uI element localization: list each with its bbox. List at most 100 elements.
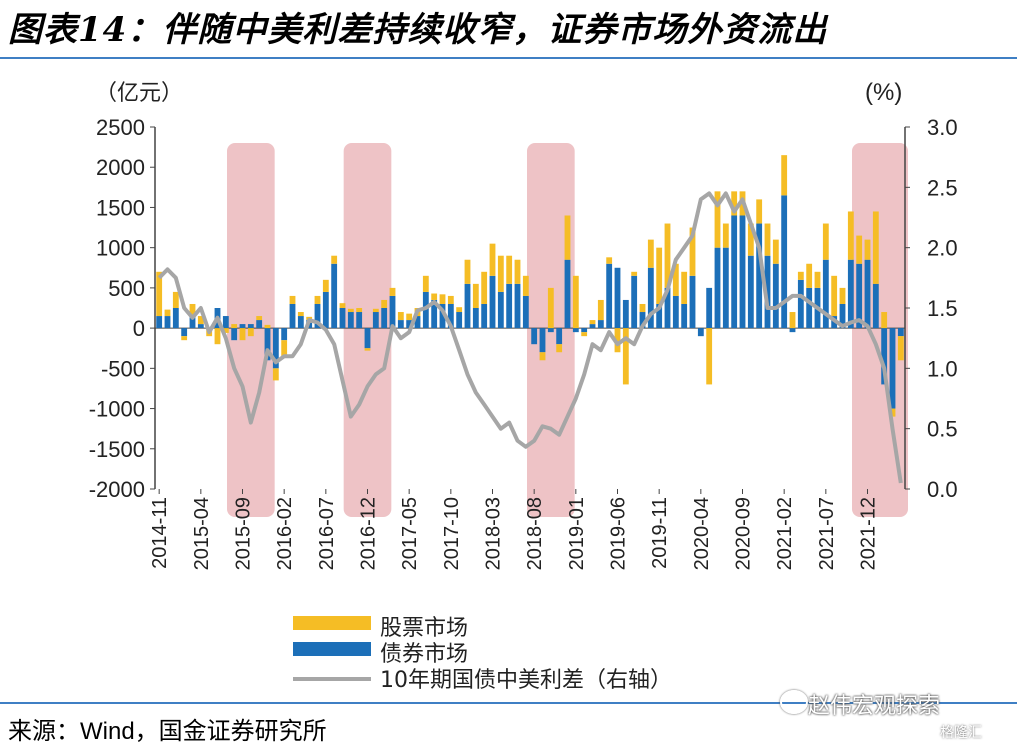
bond-bar — [172, 308, 179, 329]
stock-bar — [839, 287, 846, 304]
stock-bar — [756, 199, 763, 224]
bond-bar — [797, 279, 804, 329]
stock-bar — [456, 307, 463, 313]
stock-bar — [622, 328, 629, 385]
source-note: 来源：Wind，国金证券研究所 — [8, 718, 327, 745]
stock-bar — [747, 223, 754, 256]
bond-bar — [839, 303, 846, 329]
stock-bar — [722, 223, 729, 248]
stock-bar — [172, 291, 179, 308]
stock-bar — [497, 255, 504, 292]
bond-bar — [497, 291, 504, 329]
stock-bar — [447, 295, 454, 304]
x-tick-label: 2017-10 — [441, 497, 463, 570]
x-tick-label: 2014-11 — [149, 497, 171, 569]
x-tick-label: 2018-03 — [483, 497, 505, 570]
bond-bar — [456, 312, 463, 329]
bond-bar — [189, 316, 196, 329]
bond-bar — [164, 316, 171, 329]
stock-bar — [714, 191, 721, 248]
x-tick-label: 2020-04 — [691, 497, 713, 570]
bond-bar — [464, 283, 471, 329]
stock-bar — [264, 324, 271, 329]
stock-bar — [406, 313, 413, 321]
bond-bar — [522, 295, 529, 329]
bond-bar — [647, 267, 654, 329]
stock-bar — [764, 223, 771, 256]
x-tick-label: 2016-07 — [316, 497, 338, 570]
right-tick-label: 1.0 — [927, 356, 958, 381]
stock-bar — [772, 239, 779, 264]
right-tick-label: 0.0 — [927, 477, 958, 502]
stock-bar — [606, 257, 613, 264]
bond-bar — [289, 303, 296, 329]
stock-bar — [797, 271, 804, 280]
bond-bar — [556, 328, 563, 345]
right-tick-label: 2.0 — [927, 236, 958, 261]
bond-bar — [756, 223, 763, 329]
stock-bar — [464, 259, 471, 284]
left-tick-label: -1000 — [89, 397, 145, 422]
stock-bar — [656, 247, 663, 304]
stock-bar — [489, 243, 496, 276]
bond-bar — [889, 328, 896, 409]
bond-bar — [314, 303, 321, 329]
x-tick-label: 2015-04 — [191, 497, 213, 570]
bond-bar — [439, 303, 446, 329]
stock-bar — [856, 235, 863, 264]
stock-bar — [731, 191, 738, 216]
stock-bar — [539, 352, 546, 361]
bond-bar — [722, 247, 729, 329]
stock-bar — [522, 275, 529, 296]
x-tick-label: 2020-09 — [733, 497, 755, 570]
left-tick-label: 1000 — [96, 236, 145, 261]
bond-bar — [881, 328, 888, 385]
bond-bar — [197, 324, 204, 329]
stock-bar — [547, 287, 554, 329]
bond-bar — [781, 195, 788, 329]
left-unit-label: （亿元） — [95, 81, 183, 106]
bond-bar — [447, 303, 454, 329]
stock-bar — [864, 239, 871, 260]
stock-bar — [256, 316, 263, 321]
stock-bar — [597, 299, 604, 321]
watermark-sub: 格隆汇 — [940, 725, 982, 741]
stock-bar — [372, 308, 379, 313]
bond-bar — [631, 275, 638, 329]
x-tick-label: 2021-02 — [774, 497, 796, 570]
spread-line — [157, 191, 903, 484]
stock-bar — [364, 348, 371, 351]
stock-bar — [481, 271, 488, 304]
legend-bond-swatch — [293, 642, 371, 656]
stock-bar — [281, 340, 288, 357]
bond-bar — [856, 263, 863, 329]
bond-bar — [347, 312, 354, 329]
x-tick-label: 2016-02 — [274, 497, 296, 570]
bond-bar — [381, 308, 388, 329]
stock-bar — [347, 308, 354, 313]
stock-bar — [181, 336, 188, 341]
bond-bar — [747, 255, 754, 329]
stock-bar — [289, 295, 296, 304]
stock-bar — [239, 328, 246, 341]
stock-bar — [156, 271, 163, 317]
bond-bar — [531, 328, 538, 345]
bond-bar — [564, 259, 571, 329]
stock-bar — [556, 344, 563, 353]
bond-bar — [339, 308, 346, 329]
bond-bar — [589, 324, 596, 329]
stock-bar — [639, 303, 646, 313]
stock-bar — [689, 227, 696, 276]
bond-bar — [789, 328, 796, 333]
bond-bar — [481, 303, 488, 329]
wechat-icon — [780, 690, 808, 714]
bond-bar — [706, 287, 713, 329]
x-tick-label: 2016-12 — [358, 497, 380, 570]
bond-bar — [622, 299, 629, 329]
shaded-period-3 — [852, 143, 908, 517]
left-tick-label: 2000 — [96, 155, 145, 180]
x-tick-label: 2021-12 — [858, 497, 880, 570]
bond-bar — [606, 263, 613, 329]
stock-bar — [506, 255, 513, 284]
